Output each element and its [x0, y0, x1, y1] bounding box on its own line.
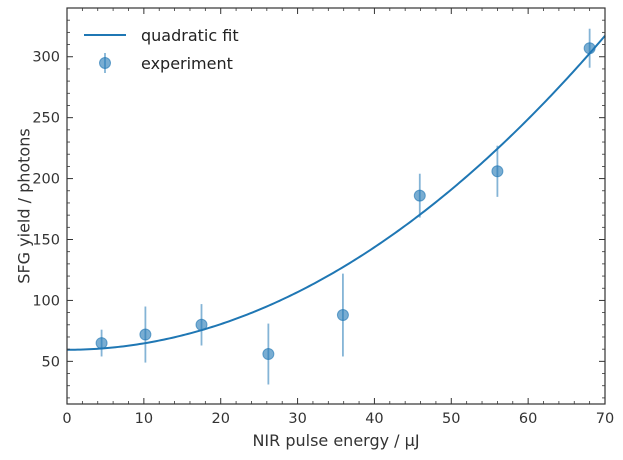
x-tick-label: 50 [442, 411, 460, 427]
data-point [139, 328, 152, 341]
legend-fit-label: quadratic fit [141, 26, 239, 45]
legend-point [99, 57, 111, 69]
data-point [262, 348, 275, 361]
data-point [195, 318, 208, 331]
x-tick-label: 40 [365, 411, 383, 427]
legend-experiment-swatch [99, 53, 111, 73]
x-tick-label: 60 [519, 411, 537, 427]
x-tick-label: 70 [596, 411, 614, 427]
y-tick-label: 100 [32, 293, 60, 309]
y-tick-label: 50 [42, 354, 60, 370]
x-tick-label: 30 [288, 411, 306, 427]
y-tick-label: 200 [32, 172, 60, 188]
plot-area [66, 28, 606, 385]
y-tick-label: 150 [32, 233, 60, 249]
fit-line [66, 35, 606, 351]
y-tick-label: 300 [32, 50, 60, 66]
y-tick-label: 250 [32, 111, 60, 127]
legend-experiment-label: experiment [141, 54, 233, 73]
x-axis-label: NIR pulse energy / μJ [252, 431, 419, 450]
axis-ticks: 0 10 20 30 40 50 60 70 50 100 150 200 250 300 [32, 8, 614, 427]
data-point [583, 42, 596, 55]
data-point [413, 189, 426, 202]
plot-frame [66, 7, 606, 405]
data-point [336, 309, 349, 322]
data-point [95, 337, 108, 350]
x-tick-label: 10 [135, 411, 153, 427]
data-point [491, 165, 504, 178]
y-axis-label: SFG yield / photons [15, 128, 34, 283]
x-tick-label: 0 [62, 411, 71, 427]
x-tick-label: 20 [211, 411, 229, 427]
legend: quadratic fit experiment [84, 26, 239, 73]
